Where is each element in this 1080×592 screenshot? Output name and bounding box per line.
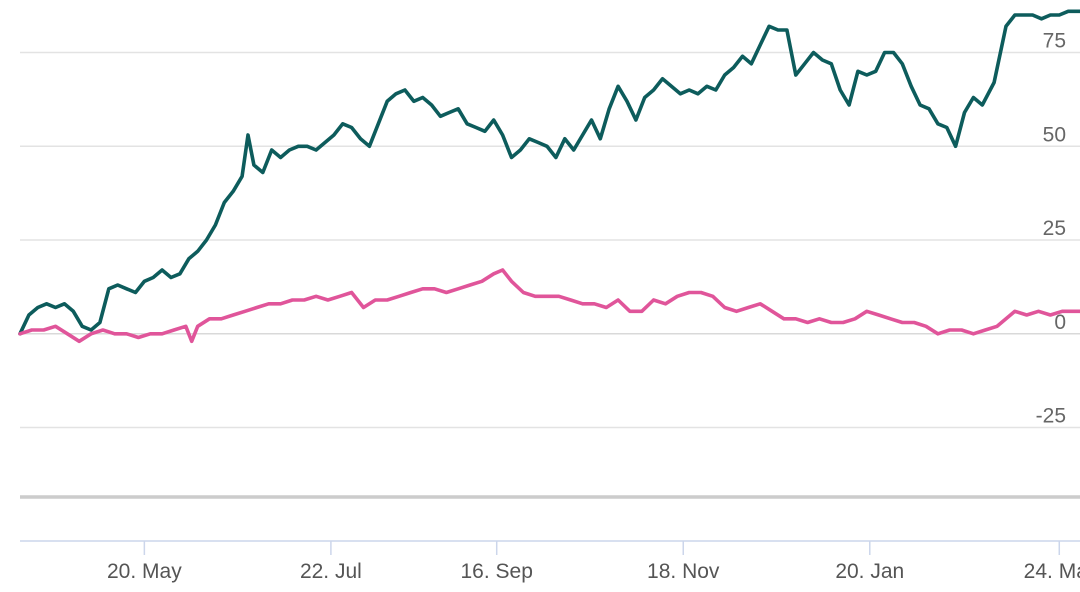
- y-tick-label: -25: [1036, 405, 1066, 428]
- x-tick-label: 24. Mar: [1024, 560, 1080, 583]
- y-tick-label: 50: [1043, 123, 1066, 146]
- x-tick-label: 16. Sep: [461, 560, 533, 583]
- x-tick-label: 20. Jan: [835, 560, 904, 583]
- y-axis-labels: 75 50 25 0 -25: [1036, 30, 1066, 428]
- x-tick-label: 22. Jul: [300, 560, 362, 583]
- gridlines: [20, 51, 1080, 429]
- y-tick-label: 75: [1043, 30, 1066, 53]
- x-tick-label: 18. Nov: [647, 560, 720, 583]
- series-line-1: [18, 9, 1080, 336]
- series-line-2: [18, 268, 1080, 344]
- series-layer: [18, 9, 1080, 344]
- y-tick-label: 25: [1043, 217, 1066, 240]
- x-axis: 20. May 22. Jul 16. Sep 18. Nov 20. Jan 24. M…: [20, 540, 1080, 583]
- y-tick-label: 0: [1054, 311, 1066, 334]
- x-tick-label: 20. May: [107, 560, 182, 583]
